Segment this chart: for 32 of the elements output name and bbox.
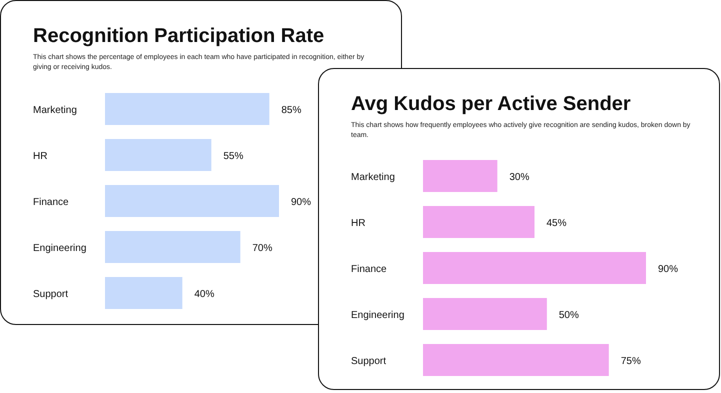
y-tick-label: HR	[33, 151, 48, 162]
bar	[423, 298, 547, 330]
y-tick-label: Finance	[33, 197, 70, 208]
bar	[105, 139, 212, 171]
bar	[423, 252, 646, 284]
data-label: 85%	[281, 105, 302, 116]
chart-title: Avg Kudos per Active Sender	[351, 93, 631, 116]
y-tick-label: Marketing	[351, 172, 395, 183]
bar	[423, 344, 609, 376]
bar	[105, 185, 279, 217]
y-tick-label: HR	[351, 218, 366, 229]
y-tick-label: Engineering	[351, 310, 404, 321]
y-tick-label: Support	[351, 356, 386, 367]
bar	[423, 160, 498, 192]
y-tick-label: Engineering	[33, 243, 86, 254]
bar	[105, 93, 270, 125]
data-label: 40%	[194, 289, 214, 300]
bar	[105, 231, 240, 263]
y-tick-label: Finance	[351, 264, 388, 275]
bar	[105, 277, 182, 309]
data-label: 90%	[658, 264, 678, 275]
data-label: 90%	[291, 197, 312, 208]
data-label: 75%	[620, 356, 641, 367]
data-label: 30%	[509, 172, 530, 183]
data-label: 50%	[558, 310, 580, 321]
data-label: 45%	[546, 218, 567, 229]
y-tick-label: Support	[33, 289, 68, 300]
bar	[423, 206, 534, 238]
y-tick-label: Marketing	[33, 105, 77, 116]
chart-title: Recognition Participation Rate	[33, 25, 324, 48]
data-label: 55%	[223, 151, 244, 162]
data-label: 70%	[252, 243, 272, 254]
